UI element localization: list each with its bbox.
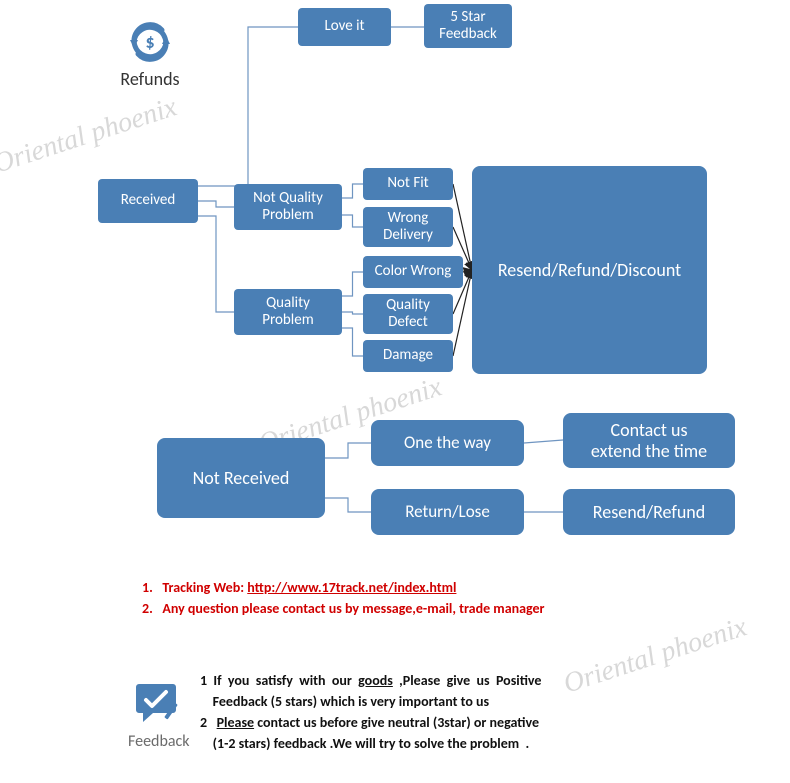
feedback-line: (1-2 stars) feedback .We will try to sol… bbox=[200, 733, 720, 754]
svg-text:$: $ bbox=[145, 31, 154, 53]
node-wrong-delivery: WrongDelivery bbox=[363, 207, 453, 247]
watermark: Oriental phoenix bbox=[0, 91, 181, 180]
node-resend-big: Resend/Refund/Discount bbox=[472, 166, 707, 374]
refunds-label: Refunds bbox=[120, 68, 179, 90]
edge bbox=[342, 328, 363, 356]
node-quality-defect: QualityDefect bbox=[363, 294, 453, 334]
feedback-label: Feedback bbox=[128, 732, 190, 751]
node-not-fit: Not Fit bbox=[363, 168, 453, 200]
node-received: Received bbox=[98, 179, 198, 223]
edge bbox=[198, 27, 298, 186]
edge bbox=[463, 270, 472, 272]
feedback-icon bbox=[133, 680, 185, 728]
node-one-the-way: One the way bbox=[371, 420, 524, 466]
node-resend-refund: Resend/Refund bbox=[563, 489, 735, 535]
feedback-line: Feedback (5 stars) which is very importa… bbox=[200, 691, 720, 712]
edge bbox=[198, 216, 234, 312]
node-damage: Damage bbox=[363, 340, 453, 372]
edge bbox=[342, 184, 363, 198]
edge bbox=[325, 498, 371, 512]
feedback-text: 1 If you satisfy with our goods ,Please … bbox=[200, 670, 720, 754]
tracking-link[interactable]: http://www.17track.net/index.html bbox=[247, 579, 456, 596]
feedback-icon-block: Feedback bbox=[128, 680, 190, 751]
node-five-star: 5 StarFeedback bbox=[424, 4, 512, 48]
feedback-line: 2 Please contact us before give neutral … bbox=[200, 712, 720, 733]
note-prefix: 2. bbox=[142, 600, 153, 617]
notes-list: 1. Tracking Web: http://www.17track.net/… bbox=[142, 577, 732, 619]
note-text: Any question please contact us by messag… bbox=[162, 600, 544, 617]
canvas: Oriental phoenix Oriental phoenix Orient… bbox=[0, 0, 790, 783]
edge bbox=[524, 440, 563, 443]
node-love-it: Love it bbox=[298, 8, 391, 46]
node-not-quality: Not QualityProblem bbox=[234, 184, 342, 230]
flowchart-edges bbox=[0, 0, 790, 783]
note-prefix: 1. bbox=[142, 579, 153, 596]
refunds-icon-block: $ Refunds bbox=[120, 20, 180, 90]
feedback-line: 1 If you satisfy with our goods ,Please … bbox=[200, 670, 720, 691]
note-text: Tracking Web: bbox=[162, 579, 247, 596]
node-color-wrong: Color Wrong bbox=[363, 256, 463, 288]
edge bbox=[198, 201, 234, 207]
edge bbox=[325, 443, 371, 458]
refunds-icon: $ bbox=[120, 20, 180, 64]
node-contact-extend: Contact usextend the time bbox=[563, 413, 735, 468]
edge bbox=[342, 215, 363, 227]
edge bbox=[342, 312, 363, 314]
node-quality: QualityProblem bbox=[234, 289, 342, 335]
node-not-received: Not Received bbox=[157, 438, 325, 518]
note-item: 2. Any question please contact us by mes… bbox=[142, 598, 732, 619]
edge bbox=[342, 272, 363, 296]
note-item: 1. Tracking Web: http://www.17track.net/… bbox=[142, 577, 732, 598]
node-return-lose: Return/Lose bbox=[371, 489, 524, 535]
